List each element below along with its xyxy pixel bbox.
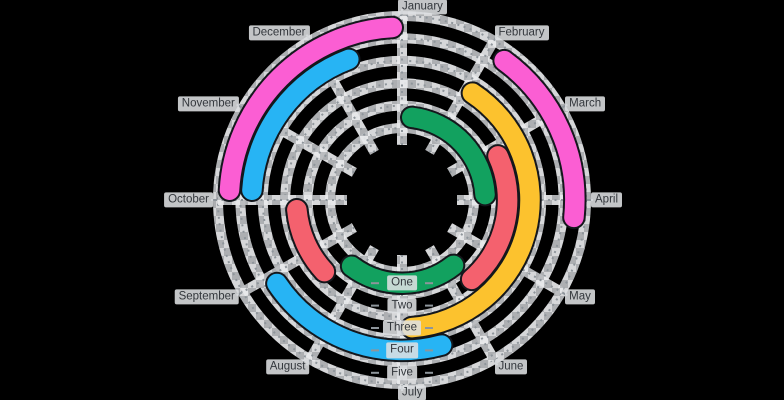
month-label-may: May [565, 288, 595, 305]
month-label-january: January [398, 0, 447, 15]
month-label-september: September [174, 288, 239, 305]
bar-two-segment-0[interactable] [461, 146, 518, 290]
bar-five-segment-1[interactable] [219, 17, 402, 200]
month-label-july: July [398, 385, 427, 400]
bar-three-segment-0[interactable] [402, 83, 540, 338]
bar-two-segment-1[interactable] [287, 200, 335, 282]
month-label-february: February [494, 25, 549, 41]
ring-label-four: Four [386, 342, 418, 358]
month-label-june: June [494, 359, 528, 375]
month-label-april: April [591, 192, 623, 208]
month-label-december: December [248, 25, 310, 41]
bar-one-segment-0[interactable] [402, 107, 495, 205]
bar-five-segment-0[interactable] [494, 50, 585, 228]
bar-four-segment-1[interactable] [242, 49, 359, 200]
ring-label-five: Five [387, 365, 417, 381]
ring-label-one: One [387, 275, 417, 291]
month-label-august: August [265, 359, 310, 375]
ring-label-two: Two [387, 297, 417, 314]
month-label-november: November [177, 95, 239, 112]
ring-label-three: Three [382, 320, 422, 336]
month-label-march: March [565, 95, 606, 112]
month-label-october: October [164, 192, 213, 208]
